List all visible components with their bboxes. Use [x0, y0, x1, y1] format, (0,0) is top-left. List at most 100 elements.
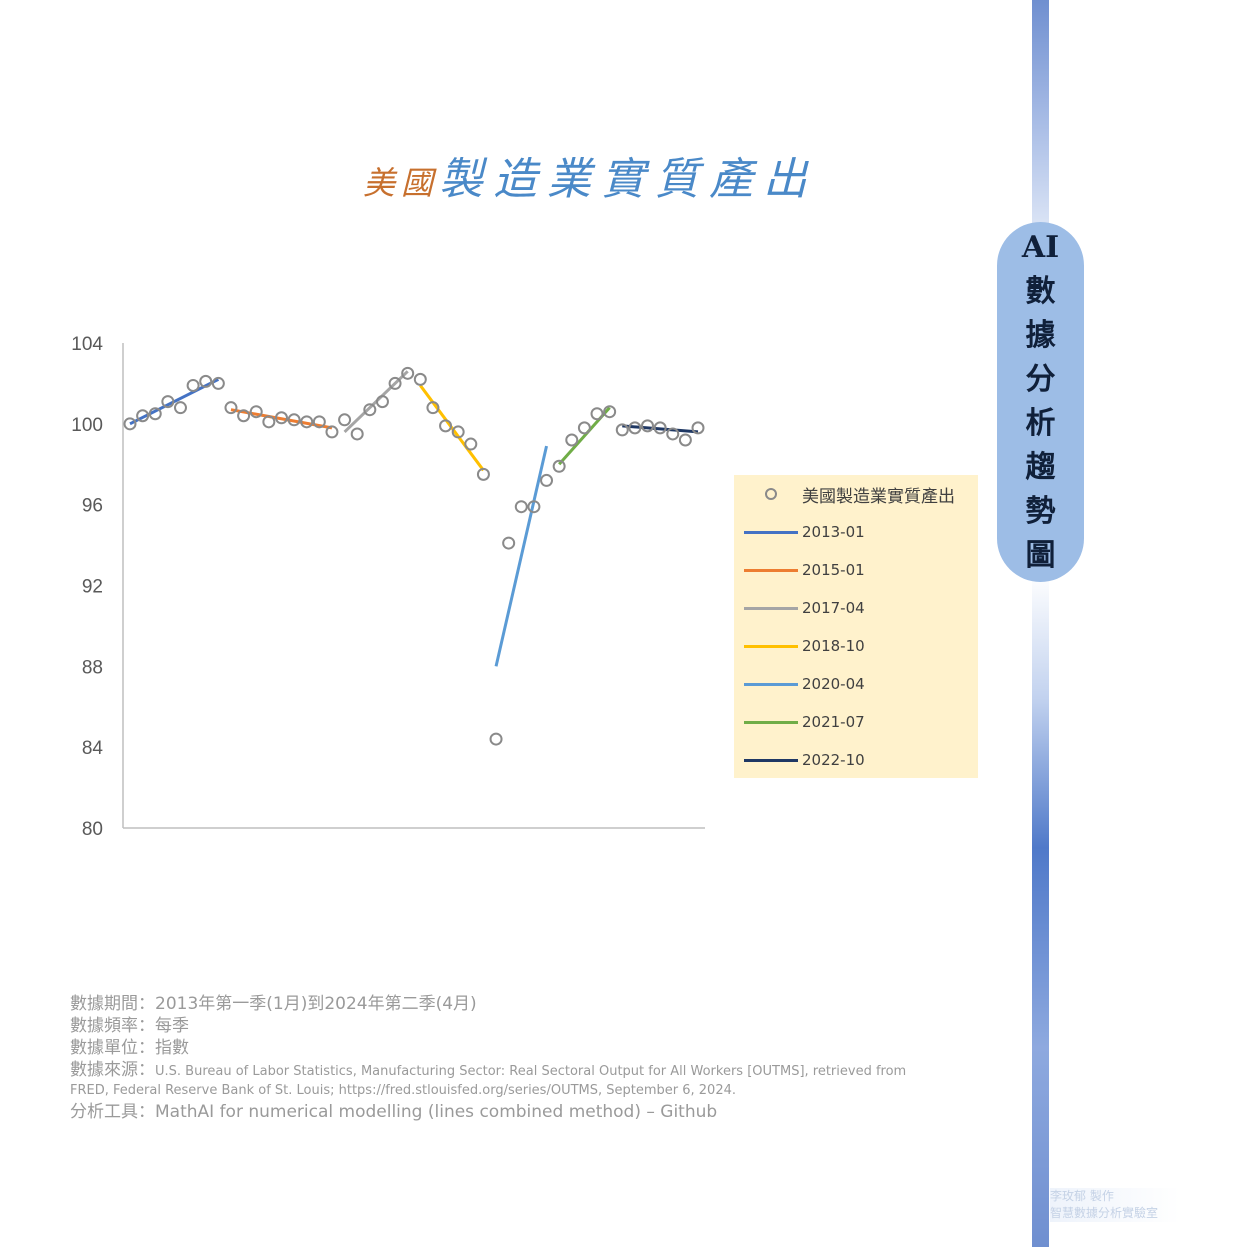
legend-label: 2020-04	[802, 675, 865, 693]
y-tick-label: 84	[82, 738, 104, 759]
legend-item-trend: 2020-04	[744, 674, 865, 694]
note-unit: 數據單位：指數	[70, 1038, 189, 1058]
data-point	[325, 425, 339, 439]
y-tick-label: 92	[82, 577, 103, 598]
data-point	[300, 415, 314, 429]
side-label-char: 析	[1025, 406, 1056, 441]
watermark-lab: 智慧數據分析實驗室	[1050, 1206, 1159, 1220]
chart-plot: 80848892961001042013-012013-102014-07201…	[71, 334, 705, 840]
y-tick-label: 80	[82, 819, 103, 840]
trend-line	[419, 384, 485, 472]
y-tick-label: 88	[82, 657, 103, 678]
legend-item-trend: 2017-04	[744, 598, 865, 618]
data-point	[350, 427, 364, 441]
data-point	[615, 423, 629, 437]
side-label-pill: AI 數 據 分 析 趨 勢 圖	[997, 222, 1084, 582]
data-point	[514, 500, 528, 514]
side-label-char: 勢	[1025, 494, 1056, 529]
side-label-char: 數	[1025, 274, 1056, 309]
legend-item-trend: 2021-07	[744, 712, 865, 732]
data-point	[186, 378, 200, 392]
data-point	[603, 405, 617, 419]
chart-title-prefix: 美國	[362, 164, 439, 202]
data-point	[388, 376, 402, 390]
data-point	[287, 413, 301, 427]
data-point	[211, 376, 225, 390]
data-point	[173, 401, 187, 415]
data-point	[628, 421, 642, 435]
legend-item-trend: 2022-10	[744, 750, 865, 770]
legend-label: 2018-10	[802, 637, 865, 655]
data-point	[249, 405, 263, 419]
note-source: 數據來源：U.S. Bureau of Labor Statistics, Ma…	[70, 1059, 970, 1083]
data-notes: 數據期間：2013年第一季(1月)到2024年第二季(4月) 數據頻率：每季 數…	[70, 993, 970, 1123]
data-point	[363, 403, 377, 417]
legend-line-swatch	[744, 606, 798, 610]
watermark-author: 李玫郁 製作	[1050, 1189, 1114, 1203]
legend-item-trend: 2013-01	[744, 522, 865, 542]
side-label-char: 分	[1025, 362, 1056, 397]
y-tick-label: 100	[71, 415, 103, 436]
data-point	[413, 372, 427, 386]
legend-label: 美國製造業實質產出	[802, 486, 955, 507]
legend-label: 2013-01	[802, 523, 865, 541]
data-point	[527, 500, 541, 514]
data-point	[552, 459, 566, 473]
side-label-char: 據	[1025, 318, 1056, 353]
y-tick-label: 104	[71, 334, 103, 355]
data-point	[338, 413, 352, 427]
data-point	[262, 415, 276, 429]
data-point	[565, 433, 579, 447]
data-point	[666, 427, 680, 441]
data-point	[237, 409, 251, 423]
side-label-char: AI	[1021, 230, 1060, 265]
data-point	[312, 415, 326, 429]
data-point	[464, 437, 478, 451]
note-source-text: U.S. Bureau of Labor Statistics, Manufac…	[155, 1064, 907, 1079]
data-point	[653, 421, 667, 435]
legend-item-trend: 2018-10	[744, 636, 865, 656]
data-point	[540, 473, 554, 487]
data-point	[161, 395, 175, 409]
legend-label: 2015-01	[802, 561, 865, 579]
legend-label: 2022-10	[802, 751, 865, 769]
data-point	[691, 421, 705, 435]
data-point	[678, 433, 692, 447]
data-point	[641, 419, 655, 433]
legend-item-observed: 美國製造業實質產出	[744, 484, 955, 507]
data-point	[401, 366, 415, 380]
legend-line-swatch	[744, 720, 798, 724]
legend-line-swatch	[744, 644, 798, 648]
circle-marker-icon	[765, 488, 777, 500]
trend-line	[494, 445, 548, 667]
data-point	[590, 407, 604, 421]
watermark: 李玫郁 製作 智慧數據分析實驗室	[1050, 1188, 1180, 1222]
data-point	[224, 401, 238, 415]
note-source-label: 數據來源：	[70, 1060, 155, 1080]
trend-line	[622, 424, 699, 434]
data-point	[476, 467, 490, 481]
data-point	[489, 732, 503, 746]
data-point	[274, 411, 288, 425]
data-point	[426, 401, 440, 415]
data-point	[451, 425, 465, 439]
y-tick-label: 96	[82, 496, 103, 517]
legend-label: 2017-04	[802, 599, 865, 617]
data-point	[375, 395, 389, 409]
legend-line-swatch	[744, 682, 798, 686]
data-point	[148, 407, 162, 421]
data-point	[577, 421, 591, 435]
note-frequency: 數據頻率：每季	[70, 1016, 189, 1036]
note-tool: 分析工具：MathAI for numerical modelling (lin…	[70, 1102, 718, 1122]
data-point	[199, 374, 213, 388]
data-point	[123, 417, 137, 431]
chart-title-main: 製造業實質產出	[439, 154, 817, 205]
legend-item-trend: 2015-01	[744, 560, 865, 580]
data-point	[439, 419, 453, 433]
side-label-char: 趨	[1025, 450, 1056, 485]
chart-legend: 美國製造業實質產出 2013-01 2015-01 2017-04 2018-1…	[734, 475, 978, 778]
legend-line-swatch	[744, 530, 798, 534]
legend-label: 2021-07	[802, 713, 865, 731]
note-source-cont: FRED, Federal Reserve Bank of St. Louis;…	[70, 1083, 736, 1098]
data-point	[136, 409, 150, 423]
